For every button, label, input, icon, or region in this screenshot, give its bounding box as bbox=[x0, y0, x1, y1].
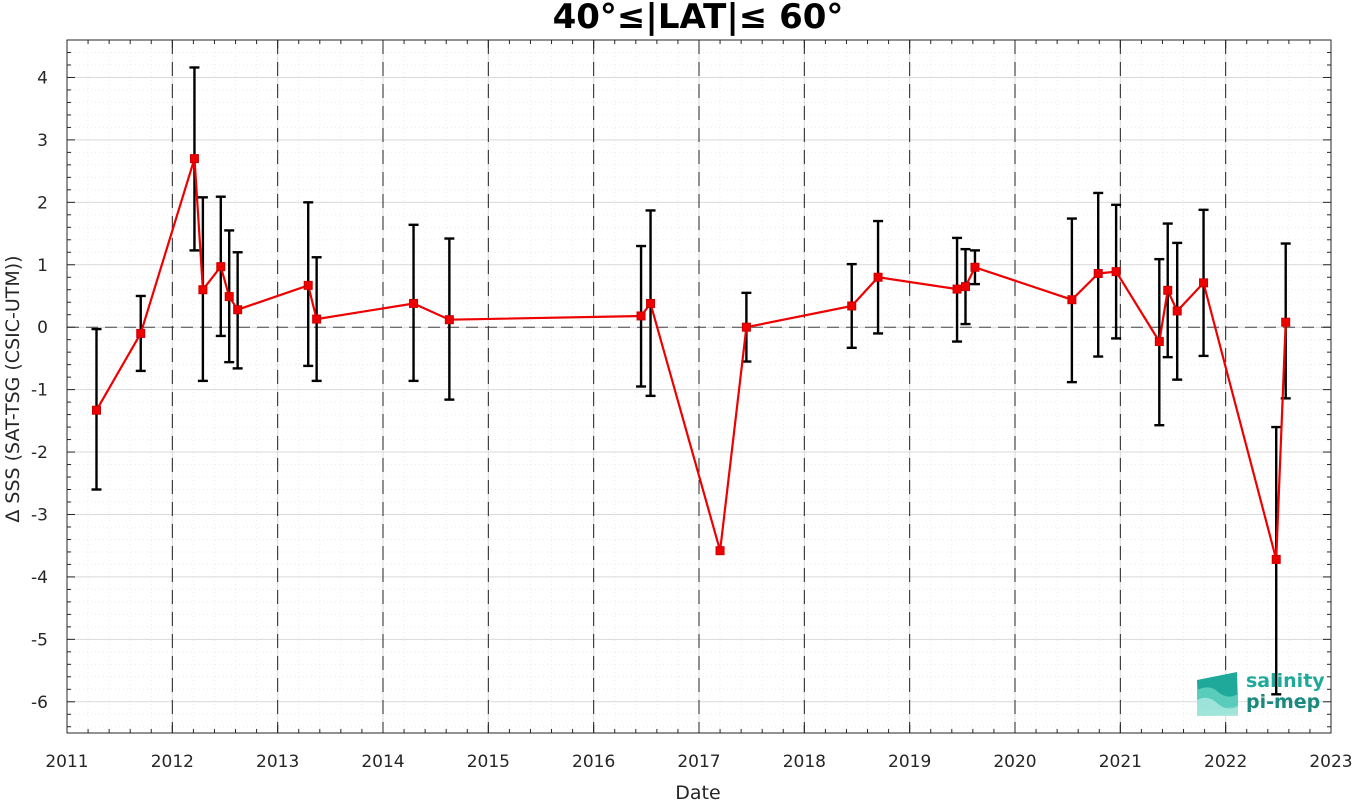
y-tick-labels: -6 -5 -4 -3 -2 -1 0 1 2 3 4 bbox=[31, 68, 48, 712]
data-point-marker bbox=[646, 298, 656, 308]
data-point-marker bbox=[1172, 306, 1182, 316]
data-point-marker bbox=[1271, 554, 1281, 564]
data-point-marker bbox=[216, 262, 226, 272]
y-tick-label: 1 bbox=[37, 256, 48, 276]
logo-line-2: pi-mep bbox=[1246, 691, 1320, 713]
data-point-marker bbox=[198, 285, 208, 295]
x-tick-label: 2011 bbox=[45, 752, 88, 772]
data-point-marker bbox=[1067, 295, 1077, 305]
data-point-marker bbox=[1154, 337, 1164, 347]
y-tick-label: -3 bbox=[31, 505, 48, 525]
data-point-marker bbox=[136, 328, 146, 338]
y-tick-label: 2 bbox=[37, 193, 48, 213]
logo-line-1: salinity bbox=[1246, 670, 1325, 692]
x-tick-label: 2021 bbox=[1099, 752, 1142, 772]
y-tick-label: 0 bbox=[37, 318, 48, 338]
series-markers bbox=[91, 154, 1291, 564]
x-tick-label: 2020 bbox=[993, 752, 1036, 772]
year-divider-lines bbox=[171, 40, 1227, 733]
x-tick-label: 2022 bbox=[1204, 752, 1247, 772]
data-point-marker bbox=[312, 314, 322, 324]
x-tick-label: 2012 bbox=[151, 752, 194, 772]
x-tick-label: 2018 bbox=[783, 752, 826, 772]
y-tick-label: -2 bbox=[31, 443, 48, 463]
data-point-marker bbox=[409, 298, 419, 308]
x-tick-label: 2016 bbox=[572, 752, 615, 772]
y-tick-label: -1 bbox=[31, 381, 48, 401]
axis-ticks bbox=[66, 39, 1332, 733]
data-point-marker bbox=[636, 311, 646, 321]
x-tick-label: 2014 bbox=[361, 752, 404, 772]
y-tick-label: -4 bbox=[31, 568, 48, 588]
x-tick-label: 2017 bbox=[677, 752, 720, 772]
data-point-marker bbox=[303, 280, 313, 290]
x-tick-labels: 2011 2012 2013 2014 2015 2016 2017 2018 2019 2020… bbox=[45, 752, 1352, 772]
y-axis-label: Δ SSS (SAT-TSG (CSIC-UTM)) bbox=[2, 255, 24, 522]
data-point-marker bbox=[1093, 268, 1103, 278]
data-point-marker bbox=[91, 405, 101, 415]
data-point-marker bbox=[444, 315, 454, 325]
x-tick-label: 2019 bbox=[888, 752, 931, 772]
salinity-pi-mep-logo: salinity pi-mep bbox=[1197, 670, 1325, 716]
data-point-marker bbox=[952, 284, 962, 294]
chart-title: 40°≤|LAT|≤ 60° bbox=[553, 0, 844, 37]
data-point-marker bbox=[960, 282, 970, 292]
data-point-marker bbox=[847, 301, 857, 311]
y-tick-label: -6 bbox=[31, 693, 48, 713]
data-point-marker bbox=[1163, 285, 1173, 295]
data-point-marker bbox=[1199, 278, 1209, 288]
y-tick-label: 4 bbox=[37, 68, 48, 88]
data-point-marker bbox=[873, 272, 883, 282]
data-point-marker bbox=[224, 292, 234, 302]
x-axis-label: Date bbox=[675, 782, 720, 801]
series-line bbox=[95, 158, 1287, 560]
data-point-marker bbox=[233, 305, 243, 315]
data-point-marker bbox=[1281, 317, 1291, 327]
x-tick-label: 2023 bbox=[1309, 752, 1352, 772]
data-point-marker bbox=[1111, 267, 1121, 277]
data-point-marker bbox=[970, 262, 980, 272]
error-bars bbox=[91, 66, 1291, 696]
major-grid bbox=[66, 40, 1332, 733]
data-point-marker bbox=[189, 154, 199, 164]
x-tick-label: 2015 bbox=[467, 752, 510, 772]
x-tick-label: 2013 bbox=[256, 752, 299, 772]
y-tick-label: 3 bbox=[37, 131, 48, 151]
data-point-marker bbox=[715, 546, 725, 556]
data-point-marker bbox=[741, 322, 751, 332]
y-tick-label: -5 bbox=[31, 630, 48, 650]
